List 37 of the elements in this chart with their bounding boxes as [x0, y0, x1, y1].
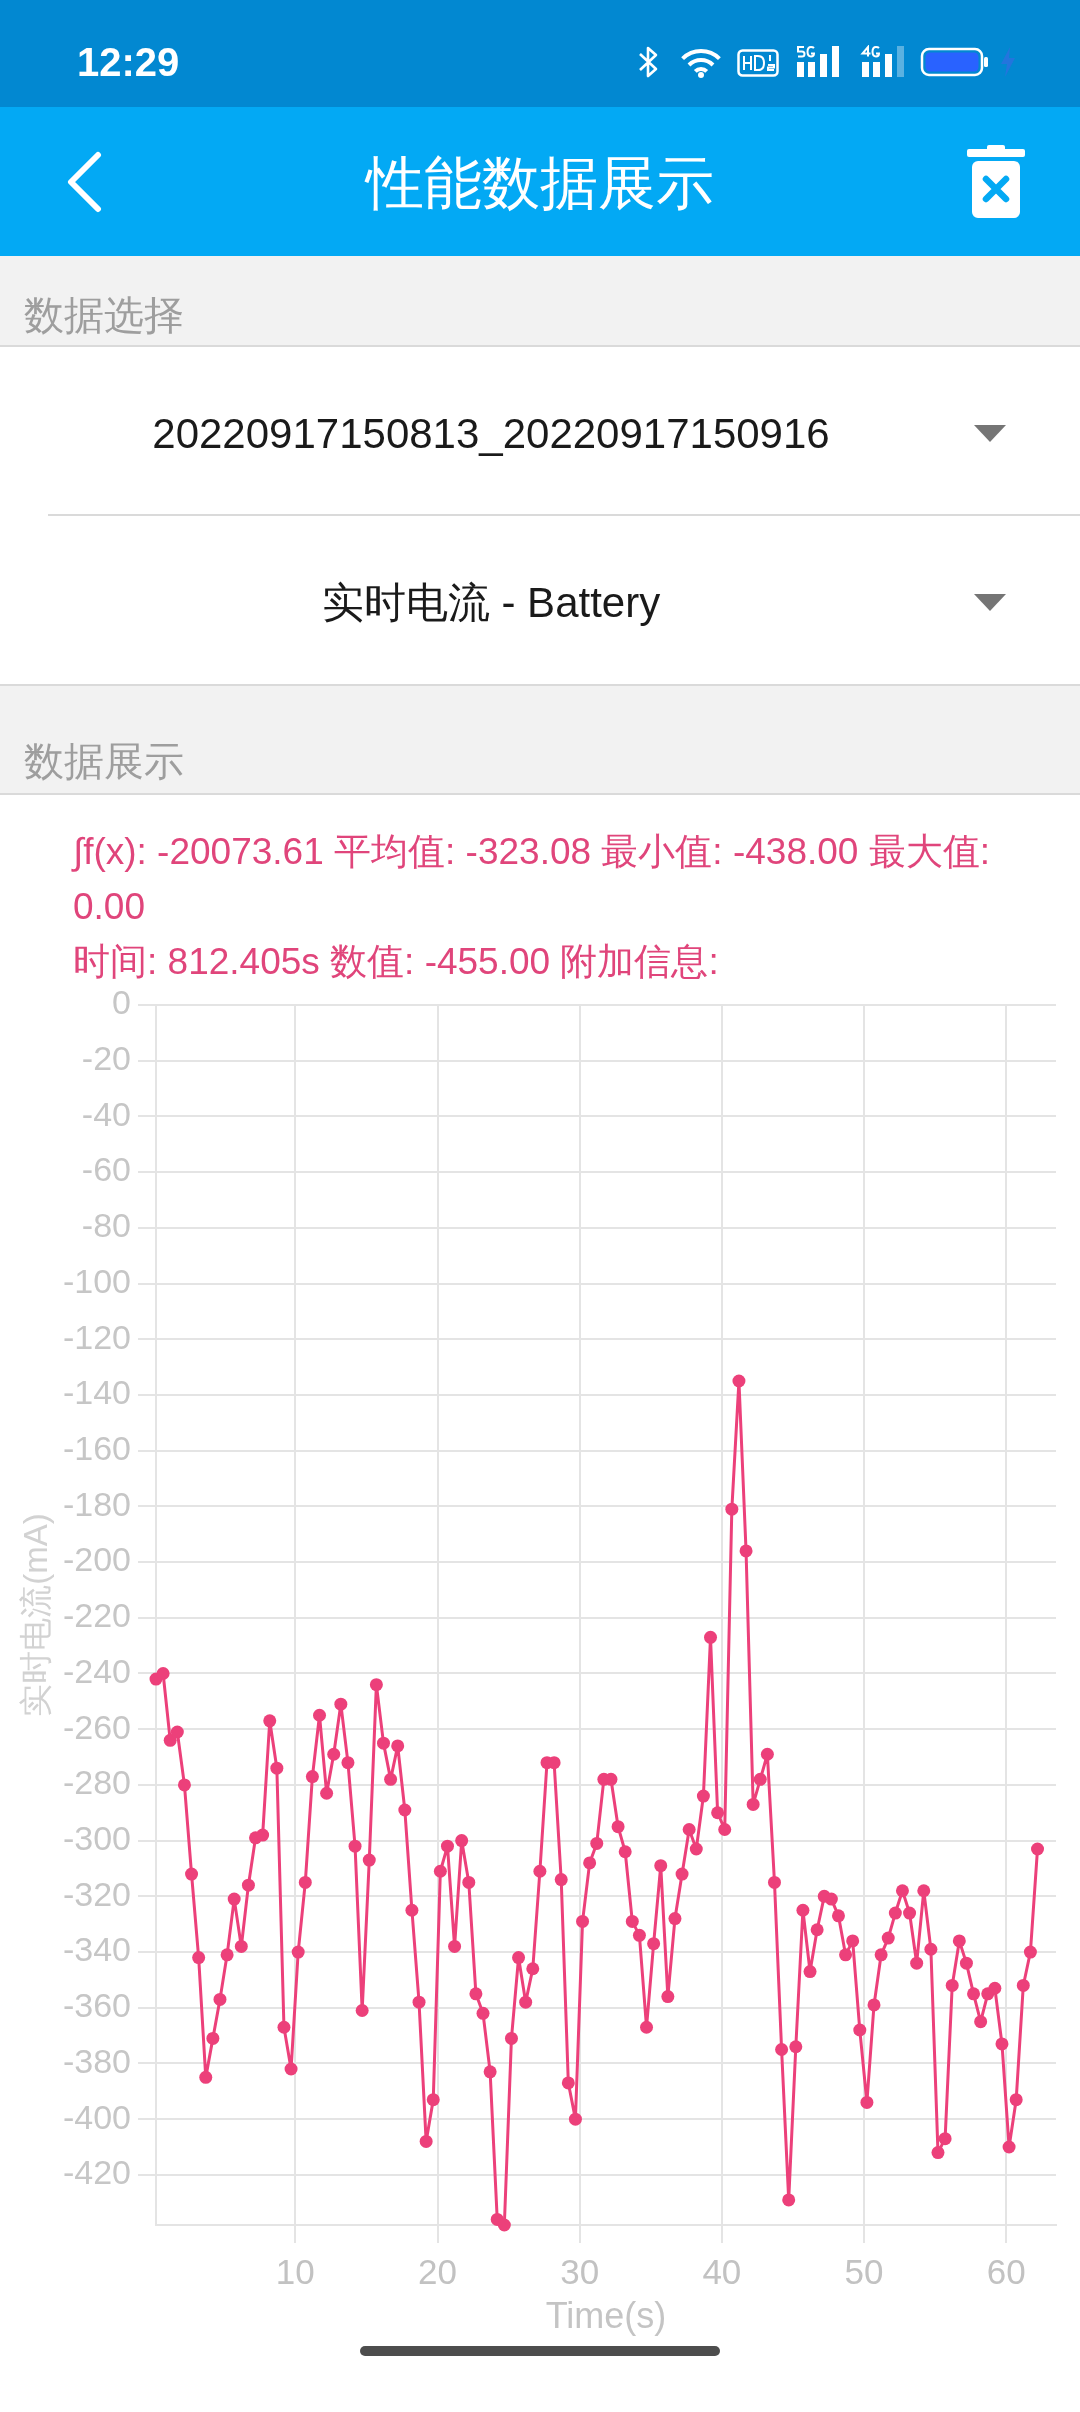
x-tick-label: 60: [986, 2251, 1026, 2291]
y-tick-label: -360: [62, 1986, 131, 2025]
y-tick-label: -300: [62, 1818, 131, 1857]
x-tick-label: 40: [702, 2251, 742, 2291]
text: 数据展示: [24, 738, 184, 785]
x-tick-label: 20: [418, 2251, 457, 2291]
x-tick-label: 30: [560, 2251, 600, 2291]
y-tick-label: -280: [62, 1763, 131, 1802]
y-tick-label: -240: [62, 1651, 131, 1690]
y-tick-label: 0: [112, 983, 131, 1022]
y-tick-label: -400: [62, 2097, 131, 2136]
y-tick-label: -100: [62, 1261, 131, 1300]
y-tick-label: -40: [81, 1094, 131, 1133]
y-tick-label: -80: [81, 1206, 131, 1245]
x-tick-label: 50: [844, 2251, 884, 2291]
text: 时间: 812.405s 数值: -455.00 附加信息:: [73, 941, 719, 982]
y-tick-label: -120: [62, 1317, 131, 1356]
y-tick-label: -160: [62, 1429, 131, 1468]
y-tick-label: -380: [62, 2041, 131, 2080]
chart-title: 性能数据展示: [363, 149, 715, 217]
y-tick-label: -260: [62, 1707, 131, 1746]
text: 实时电流 - Battery: [320, 578, 662, 628]
text: 数据选择: [24, 292, 184, 339]
y-tick-label: -20: [81, 1039, 131, 1078]
x-tick-label: 10: [275, 2251, 315, 2291]
y-tick-label: -320: [62, 1874, 131, 1913]
y-tick-label: -340: [62, 1930, 131, 1969]
y-tick-label: -220: [62, 1596, 131, 1635]
x-axis-title: Time(s): [545, 2295, 667, 2337]
y-tick-label: -180: [62, 1484, 131, 1523]
text: 20220917150813_20220917150916: [151, 409, 831, 459]
y-tick-label: -420: [62, 2153, 131, 2192]
y-tick-label: -140: [62, 1373, 131, 1412]
y-tick-label: -200: [62, 1540, 131, 1579]
text: ∫f(x): -20073.61 平均值: -323.08 最小值: -438.00 最大值: 0.00: [73, 830, 991, 929]
y-tick-label: -60: [81, 1150, 131, 1189]
text: 12:29: [77, 39, 180, 86]
